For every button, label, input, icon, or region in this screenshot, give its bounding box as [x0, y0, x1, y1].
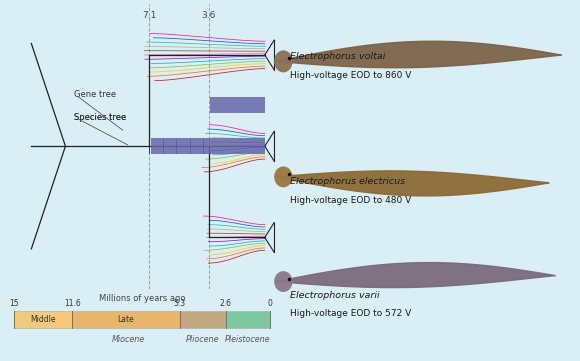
- Text: High-voltage EOD to 860 V: High-voltage EOD to 860 V: [290, 71, 411, 80]
- Text: 2.6: 2.6: [220, 299, 231, 308]
- Text: 11.6: 11.6: [64, 299, 81, 308]
- Text: 7.1: 7.1: [142, 11, 156, 20]
- Text: Gene tree: Gene tree: [74, 90, 116, 99]
- Bar: [14, 311, 72, 328]
- Bar: [151, 138, 265, 154]
- Text: Miocene: Miocene: [112, 335, 145, 344]
- Text: 15: 15: [9, 299, 19, 308]
- Polygon shape: [276, 41, 561, 68]
- Text: Electrophorus varii: Electrophorus varii: [290, 291, 380, 300]
- Text: 3.6: 3.6: [201, 11, 216, 20]
- Text: Species tree: Species tree: [74, 113, 126, 122]
- Ellipse shape: [274, 166, 292, 187]
- Polygon shape: [276, 262, 556, 288]
- Text: Electrophorus electricus: Electrophorus electricus: [290, 177, 405, 186]
- Text: Millions of years ago: Millions of years ago: [99, 293, 186, 303]
- Text: Pliocene: Pliocene: [186, 335, 219, 344]
- Text: 5.3: 5.3: [173, 299, 186, 308]
- Text: High-voltage EOD to 480 V: High-voltage EOD to 480 V: [290, 196, 411, 205]
- Bar: [180, 311, 226, 328]
- Text: Pleistocene: Pleistocene: [225, 335, 270, 344]
- Bar: [72, 311, 180, 328]
- Polygon shape: [276, 171, 549, 196]
- Text: Species tree: Species tree: [74, 113, 126, 122]
- Ellipse shape: [274, 50, 292, 73]
- Ellipse shape: [274, 271, 292, 292]
- Bar: [210, 97, 265, 113]
- Text: 0: 0: [267, 299, 273, 308]
- Text: Late: Late: [118, 315, 135, 324]
- Text: Middle: Middle: [31, 315, 56, 324]
- Bar: [226, 311, 270, 328]
- Text: Electrophorus voltai: Electrophorus voltai: [290, 52, 385, 61]
- Text: High-voltage EOD to 572 V: High-voltage EOD to 572 V: [290, 309, 411, 318]
